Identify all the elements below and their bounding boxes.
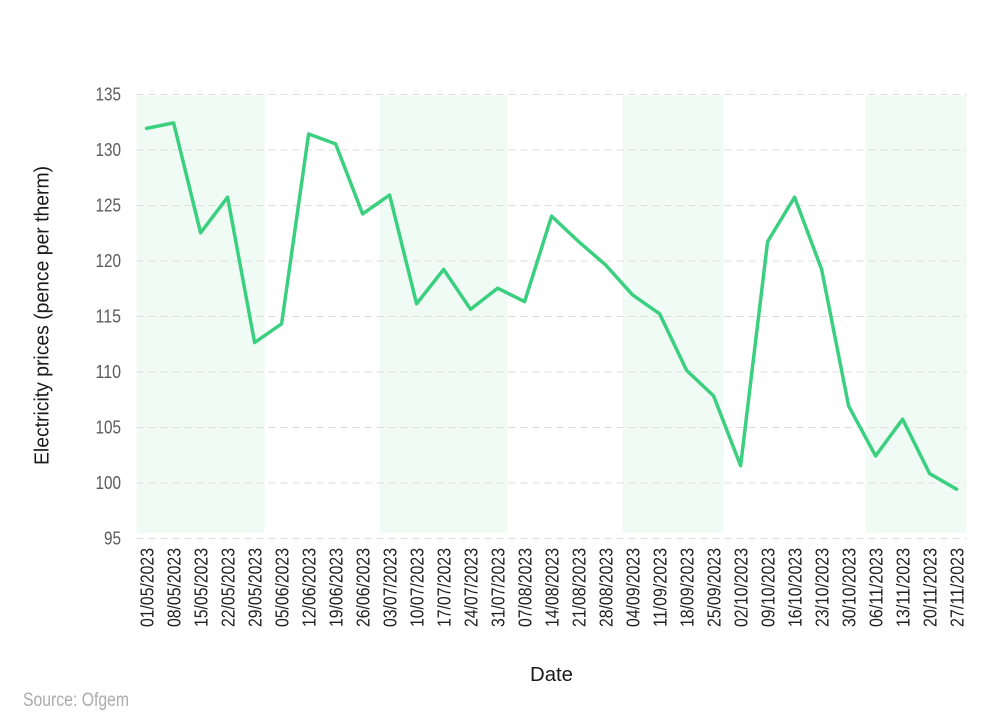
svg-text:95: 95	[104, 528, 121, 549]
svg-text:08/05/2023: 08/05/2023	[163, 548, 184, 627]
svg-text:23/10/2023: 23/10/2023	[811, 548, 832, 627]
svg-text:100: 100	[96, 472, 122, 493]
svg-text:21/08/2023: 21/08/2023	[568, 548, 589, 627]
svg-text:14/08/2023: 14/08/2023	[541, 548, 562, 627]
svg-text:17/07/2023: 17/07/2023	[433, 548, 454, 627]
svg-text:31/07/2023: 31/07/2023	[487, 548, 508, 627]
svg-text:13/11/2023: 13/11/2023	[892, 548, 913, 627]
svg-text:01/05/2023: 01/05/2023	[136, 548, 157, 627]
svg-text:Source: Ofgem: Source: Ofgem	[23, 690, 129, 711]
svg-text:15/05/2023: 15/05/2023	[190, 548, 211, 627]
svg-text:02/10/2023: 02/10/2023	[730, 548, 751, 627]
svg-text:30/10/2023: 30/10/2023	[838, 548, 859, 627]
svg-text:28/08/2023: 28/08/2023	[595, 548, 616, 627]
svg-text:07/08/2023: 07/08/2023	[514, 548, 535, 627]
svg-text:115: 115	[96, 306, 122, 327]
svg-text:26/06/2023: 26/06/2023	[352, 548, 373, 627]
svg-text:25/09/2023: 25/09/2023	[703, 548, 724, 627]
svg-text:135: 135	[96, 84, 122, 105]
svg-text:22/05/2023: 22/05/2023	[217, 548, 238, 627]
svg-text:130: 130	[96, 139, 122, 160]
svg-text:105: 105	[96, 417, 122, 438]
svg-text:09/10/2023: 09/10/2023	[757, 548, 778, 627]
svg-text:06/11/2023: 06/11/2023	[865, 548, 886, 627]
svg-text:20/11/2023: 20/11/2023	[919, 548, 940, 627]
svg-text:05/06/2023: 05/06/2023	[271, 548, 292, 627]
svg-text:19/06/2023: 19/06/2023	[325, 548, 346, 627]
svg-text:Date: Date	[530, 664, 573, 686]
svg-text:11/09/2023: 11/09/2023	[649, 548, 670, 627]
svg-text:10/07/2023: 10/07/2023	[406, 548, 427, 627]
svg-text:18/09/2023: 18/09/2023	[676, 548, 697, 627]
svg-text:16/10/2023: 16/10/2023	[784, 548, 805, 627]
svg-text:03/07/2023: 03/07/2023	[379, 548, 400, 627]
svg-text:110: 110	[96, 361, 122, 382]
svg-text:125: 125	[96, 195, 122, 216]
svg-text:24/07/2023: 24/07/2023	[460, 548, 481, 627]
svg-text:04/09/2023: 04/09/2023	[622, 548, 643, 627]
svg-text:12/06/2023: 12/06/2023	[298, 548, 319, 627]
svg-text:29/05/2023: 29/05/2023	[244, 548, 265, 627]
svg-text:Electricity prices (pence per: Electricity prices (pence per therm)	[32, 166, 54, 465]
svg-text:120: 120	[96, 250, 122, 271]
svg-text:27/11/2023: 27/11/2023	[946, 548, 967, 627]
